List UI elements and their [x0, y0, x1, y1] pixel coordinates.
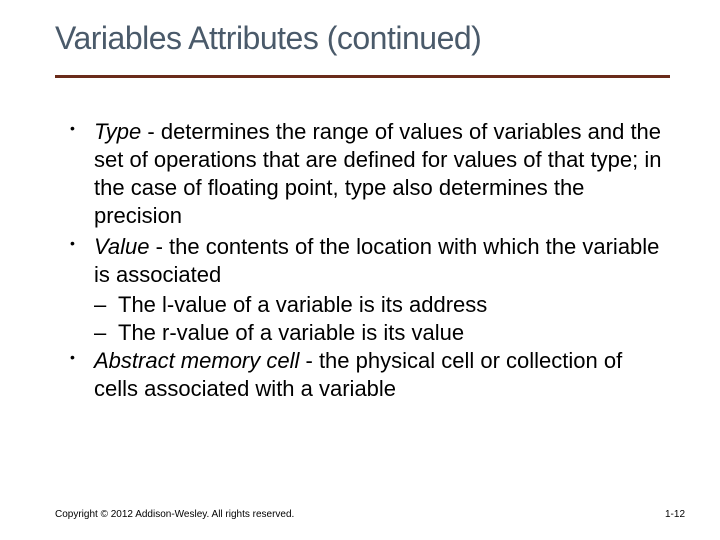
bullet-item: • Type - determines the range of values … [70, 118, 670, 231]
bullet-term: Type [94, 119, 141, 144]
slide-title: Variables Attributes (continued) [55, 20, 481, 57]
sub-text: The l-value of a variable is its address [118, 292, 487, 317]
page-number: 1-12 [665, 509, 685, 520]
sub-marker: – [94, 319, 106, 347]
bullet-term: Value [94, 234, 149, 259]
bullet-marker: • [70, 120, 75, 138]
title-underline [55, 75, 670, 78]
sub-bullet: – The r-value of a variable is its value [70, 319, 670, 347]
bullet-item: • Value - the contents of the location w… [70, 233, 670, 289]
sub-bullet: – The l-value of a variable is its addre… [70, 291, 670, 319]
slide: Variables Attributes (continued) • Type … [0, 0, 720, 540]
sub-marker: – [94, 291, 106, 319]
sub-text: The r-value of a variable is its value [118, 320, 464, 345]
bullet-text: - determines the range of values of vari… [94, 119, 661, 228]
bullet-text: - the contents of the location with whic… [94, 234, 659, 287]
copyright-footer: Copyright © 2012 Addison-Wesley. All rig… [55, 509, 294, 520]
bullet-marker: • [70, 235, 75, 253]
bullet-term: Abstract memory cell [94, 348, 299, 373]
bullet-item: • Abstract memory cell - the physical ce… [70, 347, 670, 403]
bullet-marker: • [70, 349, 75, 367]
body-content: • Type - determines the range of values … [70, 118, 670, 406]
